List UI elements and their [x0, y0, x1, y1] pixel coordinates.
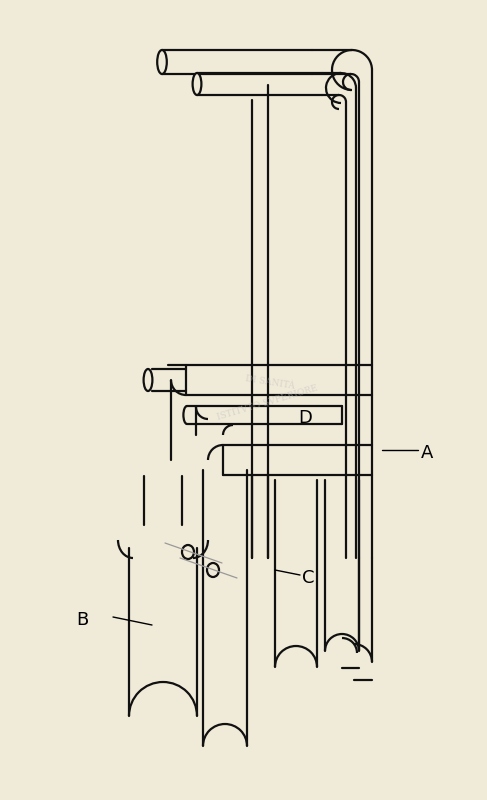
Ellipse shape [157, 50, 167, 74]
Text: A: A [421, 444, 433, 462]
Text: D: D [298, 409, 312, 427]
Ellipse shape [192, 73, 202, 95]
Text: DI SANITÀ: DI SANITÀ [245, 374, 296, 391]
Ellipse shape [144, 369, 152, 391]
Text: ISTITVTO SVPERIORE: ISTITVTO SVPERIORE [216, 384, 319, 422]
Text: C: C [302, 569, 315, 587]
Ellipse shape [207, 563, 219, 577]
Text: B: B [76, 611, 88, 629]
Ellipse shape [182, 545, 194, 559]
